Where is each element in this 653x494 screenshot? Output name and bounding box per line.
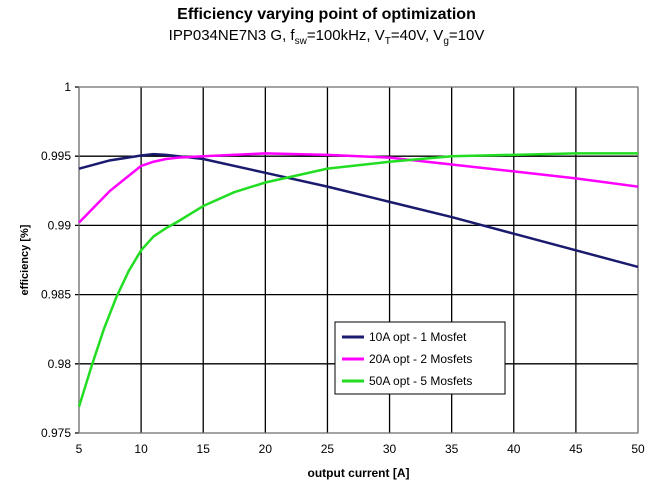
y-tick-label: 0.975 [41,426,71,440]
y-tick-label: 0.99 [48,218,72,232]
series-line [78,152,639,224]
x-tick-label: 40 [507,442,521,456]
y-tick-label: 1 [64,80,71,94]
chart-title: Efficiency varying point of optimization [177,6,476,23]
subtitle-sub: sw [294,36,307,47]
y-tick-label: 0.98 [48,357,72,371]
plot-border [78,86,639,434]
x-tick-label: 5 [76,442,83,456]
x-tick-label: 15 [197,442,211,456]
series-line [77,152,638,408]
subtitle-part: =40V, V [390,27,444,44]
x-tick-label: 50 [631,442,645,456]
legend-label: 10A opt - 1 Mosfet [369,330,467,344]
x-tick-label: 10 [134,442,148,456]
x-tick-label: 25 [321,442,335,456]
chart-subtitle: IPP034NE7N3 G, fsw=100kHz, VT=40V, Vg=10… [0,27,653,47]
subtitle-sub: g [443,36,449,47]
subtitle-part: =10V [448,27,485,44]
subtitle-sub: T [384,36,391,47]
legend-label: 50A opt - 5 Mosfets [369,374,472,388]
y-tick-label: 0.995 [41,149,71,163]
subtitle-part: IPP034NE7N3 G, f [168,27,295,44]
x-tick-label: 35 [445,442,459,456]
x-tick-label: 30 [383,442,397,456]
x-tick-label: 20 [259,442,273,456]
legend-label: 20A opt - 2 Mosfets [369,352,472,366]
x-axis-label: output current [A] [308,466,410,480]
x-tick-label: 45 [569,442,583,456]
y-tick-label: 0.985 [41,288,71,302]
y-axis-label: efficiency [%] [19,224,31,295]
subtitle-part: =100kHz, V [306,27,385,44]
series-line [78,152,639,269]
